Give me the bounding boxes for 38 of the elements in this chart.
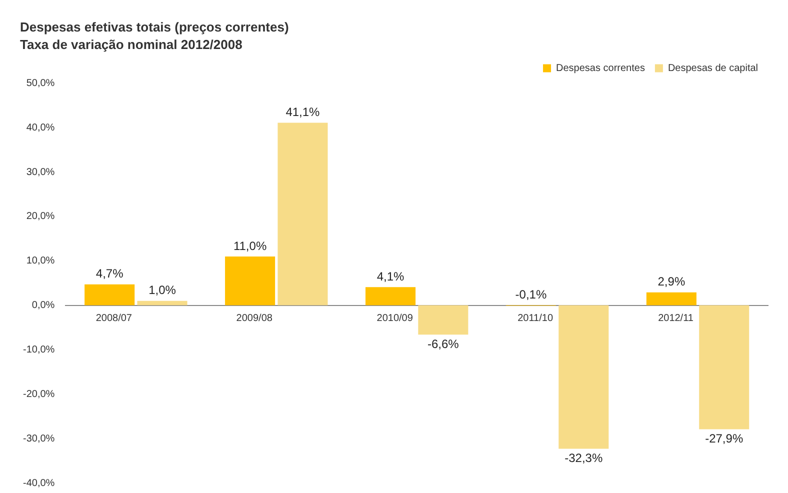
x-tick-label: 2009/08 [236, 313, 273, 324]
chart-title: Despesas efetivas totais (preços correntes) [20, 19, 289, 34]
y-tick-label: -40,0% [22, 478, 55, 489]
bar [84, 284, 135, 306]
y-tick-label: 30,0% [26, 166, 55, 178]
y-tick-label: 20,0% [26, 211, 55, 222]
y-tick-label: 10,0% [26, 256, 55, 267]
y-tick-label: -30,0% [22, 433, 55, 444]
bar [418, 305, 468, 335]
data-label: 41,1% [286, 105, 320, 120]
data-label: 11,0% [233, 238, 267, 253]
y-tick-label: 50,0% [26, 78, 55, 89]
data-label: -6,6% [428, 336, 460, 351]
data-label: 1,0% [148, 283, 176, 298]
y-tick-label: -20,0% [22, 388, 55, 400]
data-label: 2,9% [658, 274, 686, 289]
bar [558, 305, 609, 449]
data-label: -0,1% [515, 288, 547, 302]
bar [699, 305, 750, 430]
x-tick-label: 2008/07 [96, 313, 132, 324]
y-tick-label: -10,0% [22, 344, 55, 356]
legend-label: Despesas correntes [556, 62, 645, 74]
data-label: 4,1% [376, 269, 405, 284]
x-tick-label: 2011/10 [518, 313, 554, 324]
bar [225, 256, 276, 306]
bar [365, 287, 416, 306]
data-label: 4,7% [96, 266, 124, 281]
data-label: -27,9% [705, 432, 744, 446]
bar [646, 292, 696, 306]
bar [137, 300, 188, 306]
chart-subtitle: Taxa de variação nominal 2012/2008 [20, 36, 242, 52]
x-tick-label: 2010/09 [376, 313, 414, 324]
legend-label: Despesas de capital [668, 62, 758, 74]
bar [278, 122, 328, 306]
y-tick-label: 40,0% [26, 122, 55, 134]
data-label: -32,3% [564, 451, 603, 466]
x-tick-label: 2012/11 [658, 313, 694, 324]
y-tick-label: 0,0% [32, 300, 55, 312]
